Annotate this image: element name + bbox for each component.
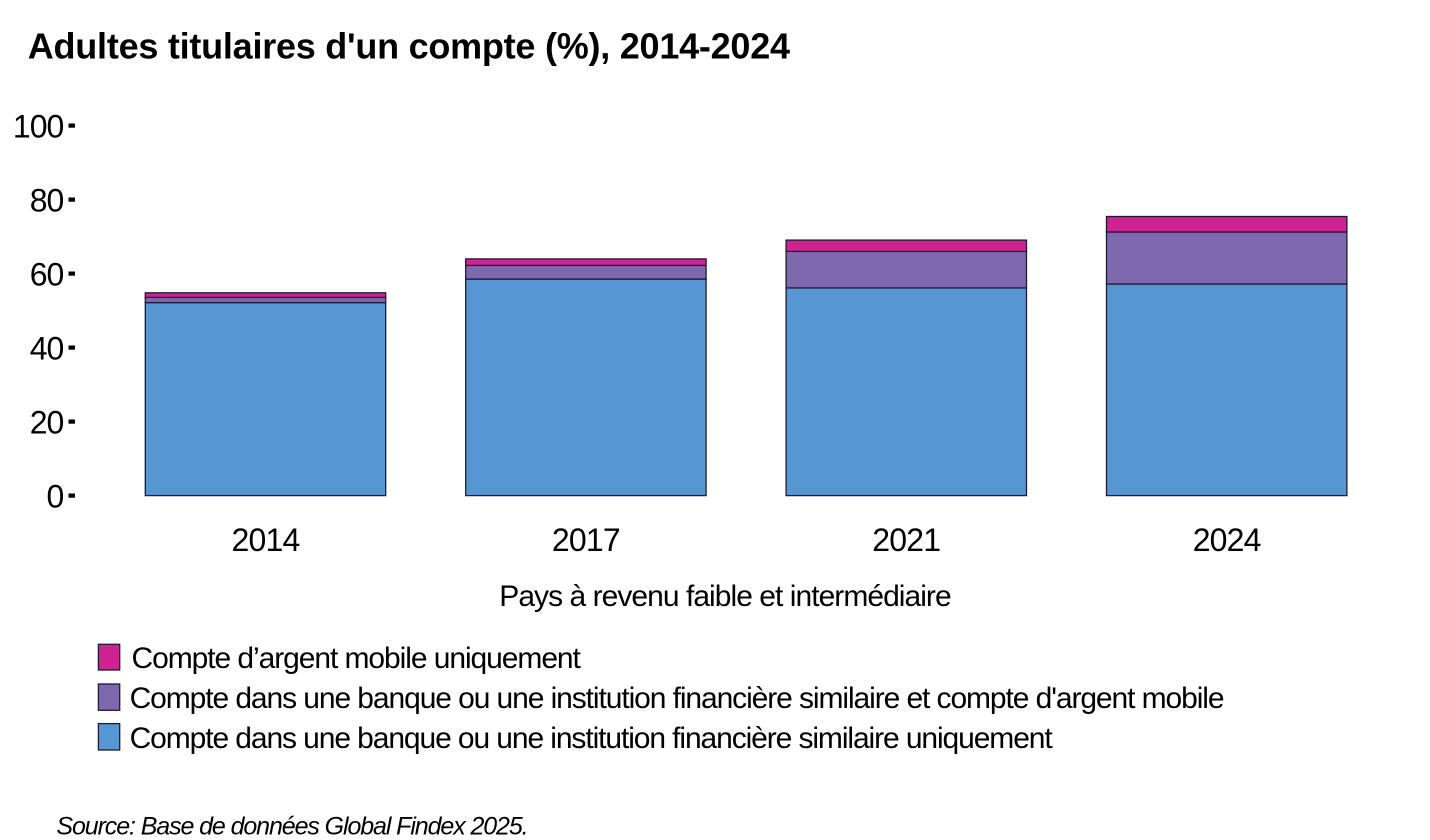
svg-text:2021: 2021 <box>872 522 940 558</box>
svg-text:80: 80 <box>30 182 64 218</box>
svg-text:Pays à revenu faible et interm: Pays à revenu faible et intermédiaire <box>499 580 951 613</box>
svg-text:Source: Base de données Global: Source: Base de données Global Findex 20… <box>56 813 527 840</box>
svg-text:Adultes titulaires d'un compte: Adultes titulaires d'un compte (%), 2014… <box>28 25 790 66</box>
svg-text:40: 40 <box>30 330 64 366</box>
svg-text:Compte dans une banque ou une: Compte dans une banque ou une institutio… <box>130 682 1224 715</box>
svg-text:Compte d’argent mobile uniquem: Compte d’argent mobile uniquement <box>132 642 582 675</box>
svg-text:2024: 2024 <box>1193 522 1261 558</box>
svg-text:Compte dans une banque ou une: Compte dans une banque ou une institutio… <box>130 722 1054 755</box>
svg-text:0: 0 <box>47 478 64 514</box>
svg-text:2017: 2017 <box>552 522 620 558</box>
svg-text:100: 100 <box>13 108 64 144</box>
svg-text:60: 60 <box>30 256 64 292</box>
svg-text:2014: 2014 <box>232 522 300 558</box>
svg-text:20: 20 <box>30 404 64 440</box>
